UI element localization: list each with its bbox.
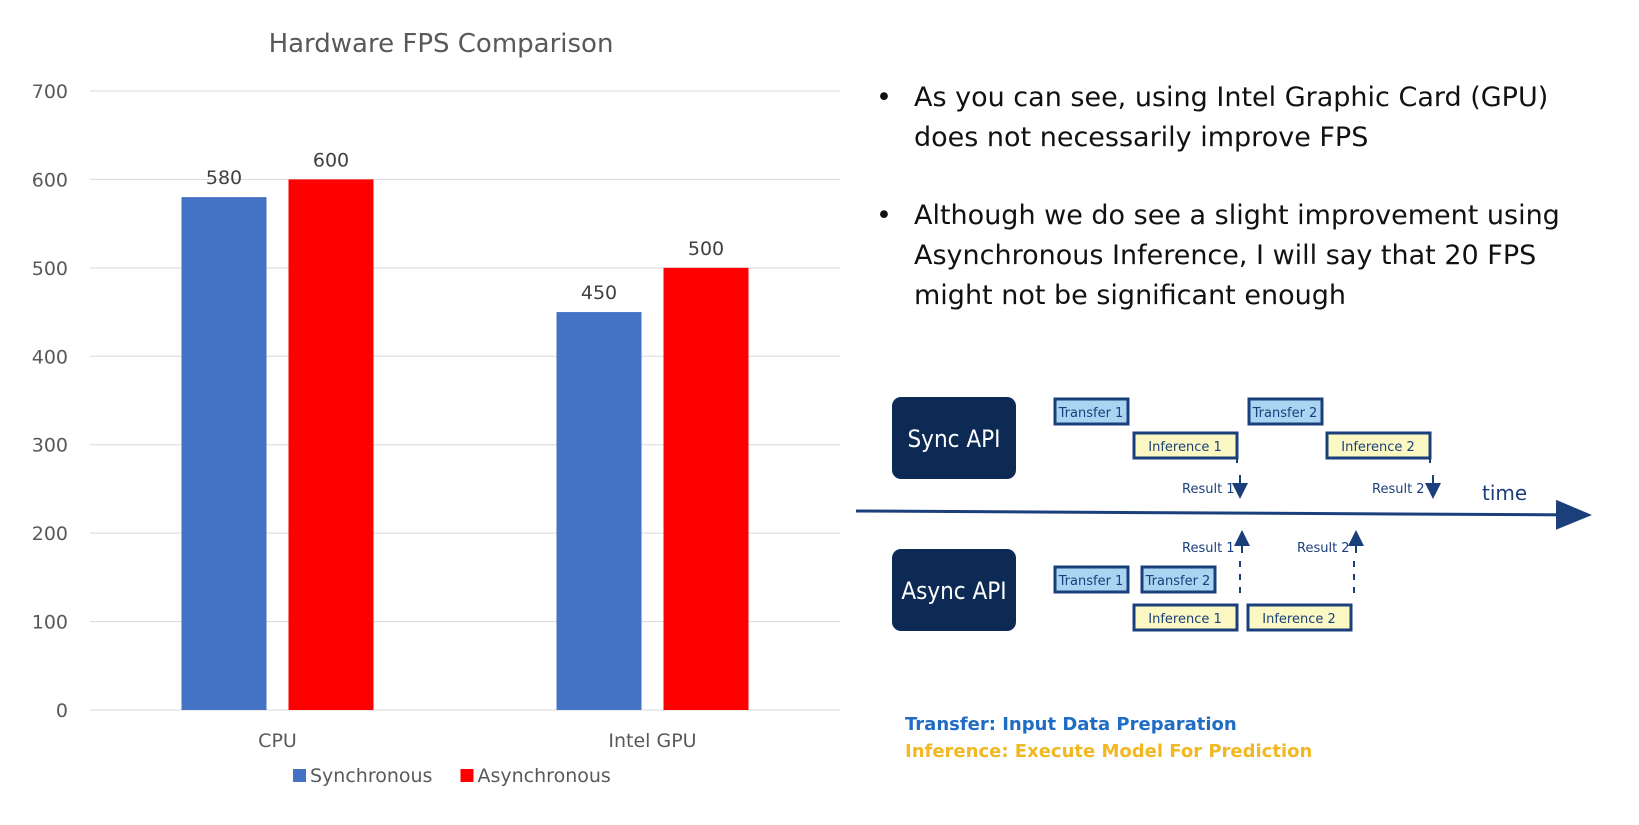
- y-tick-label: 500: [32, 258, 68, 280]
- y-tick-label: 0: [56, 700, 68, 722]
- legend-label: Synchronous: [310, 765, 432, 787]
- y-tick-label: 700: [32, 81, 68, 103]
- y-tick-label: 300: [32, 435, 68, 457]
- data-labels: 580 600 450 500: [206, 149, 724, 304]
- y-tick-label: 200: [32, 523, 68, 545]
- x-tick-label: CPU: [258, 730, 297, 752]
- chart-legend: Synchronous Asynchronous: [293, 765, 611, 787]
- async-result-1-label: Result 1: [1182, 541, 1235, 556]
- chart-title: Hardware FPS Comparison: [269, 29, 614, 59]
- sync-inference-2-label: Inference 2: [1341, 440, 1415, 455]
- async-transfer-1-label: Transfer 1: [1058, 574, 1124, 589]
- bullet-item: As you can see, using Intel Graphic Card…: [870, 78, 1610, 158]
- sync-result-1-label: Result 1: [1182, 482, 1235, 497]
- bar: [288, 179, 374, 710]
- bar: [556, 312, 642, 710]
- sync-async-diagram: Sync API Transfer 1 Inference 1 Transfer…: [856, 397, 1592, 632]
- bullet-item: Although we do see a slight improvement …: [870, 196, 1610, 316]
- bullet-list: As you can see, using Intel Graphic Card…: [870, 78, 1610, 354]
- data-label: 500: [688, 238, 724, 260]
- async-transfer-2-label: Transfer 2: [1145, 574, 1211, 589]
- async-inference-2: [1246, 603, 1353, 632]
- async-result-2-label: Result 2: [1297, 541, 1350, 556]
- y-tick-label: 400: [32, 346, 68, 368]
- x-axis-ticks: CPU Intel GPU: [258, 730, 696, 752]
- sync-transfer-1: [1053, 397, 1130, 426]
- async-inference-1-label: Inference 1: [1148, 612, 1222, 627]
- data-label: 580: [206, 167, 242, 189]
- async-api-label: Async API: [901, 577, 1006, 605]
- async-transfer-1: [1053, 565, 1130, 594]
- bar: [663, 267, 749, 710]
- sync-api-label: Sync API: [907, 425, 1000, 453]
- async-transfer-2: [1140, 565, 1217, 594]
- sync-inference-2: [1325, 431, 1432, 460]
- legend-swatch: [293, 769, 306, 782]
- time-label: time: [1482, 481, 1527, 505]
- async-inference-2-label: Inference 2: [1262, 612, 1336, 627]
- data-label: 450: [581, 282, 617, 304]
- bar: [181, 197, 267, 711]
- legend-label: Asynchronous: [478, 765, 611, 787]
- sync-api-box: [892, 397, 1016, 479]
- bar-chart: Hardware FPS Comparison 0 100 200 300 400 500…: [32, 29, 840, 787]
- data-label: 600: [313, 149, 349, 171]
- sync-transfer-1-label: Transfer 1: [1058, 406, 1124, 421]
- transfer-legend: Transfer: Input Data Preparation: [905, 714, 1237, 735]
- async-api-box: [892, 549, 1016, 631]
- bars: [181, 179, 749, 711]
- async-inference-1: [1132, 603, 1239, 632]
- legend-swatch: [460, 769, 474, 782]
- sync-transfer-2-label: Transfer 2: [1252, 406, 1318, 421]
- sync-inference-1-label: Inference 1: [1148, 440, 1222, 455]
- sync-transfer-2: [1247, 397, 1324, 426]
- sync-inference-1: [1132, 431, 1239, 460]
- x-tick-label: Intel GPU: [608, 730, 696, 752]
- y-tick-label: 600: [32, 169, 68, 191]
- y-axis-ticks: 0 100 200 300 400 500 600 700: [32, 81, 68, 722]
- time-axis: [856, 499, 1592, 530]
- y-tick-label: 100: [32, 612, 68, 634]
- inference-legend: Inference: Execute Model For Prediction: [905, 741, 1313, 762]
- sync-result-2-label: Result 2: [1372, 482, 1425, 497]
